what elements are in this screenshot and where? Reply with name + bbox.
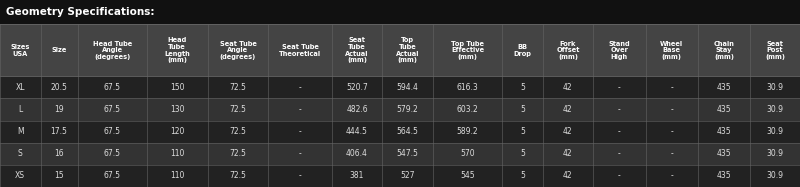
Bar: [0, 143, 800, 165]
Text: Size: Size: [51, 47, 66, 53]
Bar: [0, 24, 800, 76]
Text: 72.5: 72.5: [230, 127, 246, 136]
Text: 435: 435: [717, 171, 731, 180]
Text: -: -: [618, 149, 621, 158]
Text: 30.9: 30.9: [766, 105, 784, 114]
Text: 130: 130: [170, 105, 185, 114]
Text: 110: 110: [170, 149, 185, 158]
Text: BB
Drop: BB Drop: [514, 44, 531, 57]
Text: 579.2: 579.2: [397, 105, 418, 114]
Text: 72.5: 72.5: [230, 105, 246, 114]
Text: 72.5: 72.5: [230, 149, 246, 158]
Text: 72.5: 72.5: [230, 171, 246, 180]
Text: 589.2: 589.2: [457, 127, 478, 136]
Text: -: -: [298, 127, 302, 136]
Text: Seat
Post
(mm): Seat Post (mm): [765, 41, 785, 60]
Text: 603.2: 603.2: [457, 105, 478, 114]
Text: 30.9: 30.9: [766, 171, 784, 180]
Text: -: -: [618, 83, 621, 92]
Text: M: M: [17, 127, 23, 136]
Text: 520.7: 520.7: [346, 83, 368, 92]
Text: Chain
Stay
(mm): Chain Stay (mm): [714, 41, 734, 60]
Text: 5: 5: [520, 127, 525, 136]
Text: 482.6: 482.6: [346, 105, 368, 114]
Text: 5: 5: [520, 149, 525, 158]
Text: Head Tube
Angle
(degrees): Head Tube Angle (degrees): [93, 41, 132, 60]
Text: 594.4: 594.4: [397, 83, 418, 92]
Text: 5: 5: [520, 83, 525, 92]
Text: -: -: [670, 171, 673, 180]
Text: 5: 5: [520, 105, 525, 114]
Text: XS: XS: [15, 171, 26, 180]
Text: 150: 150: [170, 83, 185, 92]
Text: 435: 435: [717, 149, 731, 158]
Text: 15: 15: [54, 171, 64, 180]
Text: 616.3: 616.3: [457, 83, 478, 92]
Text: -: -: [670, 105, 673, 114]
Text: -: -: [618, 105, 621, 114]
Text: 67.5: 67.5: [104, 149, 121, 158]
Text: 67.5: 67.5: [104, 83, 121, 92]
Text: S: S: [18, 149, 22, 158]
Text: Sizes
USA: Sizes USA: [10, 44, 30, 57]
Text: 570: 570: [460, 149, 475, 158]
Text: 444.5: 444.5: [346, 127, 368, 136]
Text: L: L: [18, 105, 22, 114]
Text: 19: 19: [54, 105, 64, 114]
Bar: [0, 0, 800, 24]
Text: 547.5: 547.5: [397, 149, 418, 158]
Text: 435: 435: [717, 127, 731, 136]
Bar: [0, 165, 800, 187]
Text: 435: 435: [717, 105, 731, 114]
Text: 120: 120: [170, 127, 185, 136]
Text: Head
Tube
Length
(mm): Head Tube Length (mm): [164, 37, 190, 63]
Text: 110: 110: [170, 171, 185, 180]
Text: -: -: [670, 83, 673, 92]
Text: 67.5: 67.5: [104, 171, 121, 180]
Text: 381: 381: [350, 171, 364, 180]
Text: 67.5: 67.5: [104, 127, 121, 136]
Text: Top
Tube
Actual
(mm): Top Tube Actual (mm): [396, 37, 419, 63]
Text: 20.5: 20.5: [50, 83, 67, 92]
Bar: [0, 99, 800, 121]
Text: 564.5: 564.5: [397, 127, 418, 136]
Bar: [0, 76, 800, 99]
Text: Seat
Tube
Actual
(mm): Seat Tube Actual (mm): [346, 37, 369, 63]
Text: Geometry Specifications:: Geometry Specifications:: [6, 7, 155, 17]
Text: 42: 42: [563, 83, 573, 92]
Text: -: -: [618, 127, 621, 136]
Text: -: -: [298, 149, 302, 158]
Text: -: -: [670, 149, 673, 158]
Text: -: -: [298, 83, 302, 92]
Text: Seat Tube
Angle
(degrees): Seat Tube Angle (degrees): [219, 41, 257, 60]
Text: Stand
Over
High: Stand Over High: [609, 41, 630, 60]
Text: Wheel
Base
(mm): Wheel Base (mm): [660, 41, 683, 60]
Text: 42: 42: [563, 171, 573, 180]
Text: 30.9: 30.9: [766, 127, 784, 136]
Text: -: -: [298, 105, 302, 114]
Text: 17.5: 17.5: [50, 127, 67, 136]
Text: XL: XL: [15, 83, 25, 92]
Text: 5: 5: [520, 171, 525, 180]
Text: Seat Tube
Theoretical: Seat Tube Theoretical: [279, 44, 321, 57]
Text: 545: 545: [460, 171, 475, 180]
Text: 527: 527: [400, 171, 415, 180]
Text: 16: 16: [54, 149, 64, 158]
Text: -: -: [298, 171, 302, 180]
Text: 72.5: 72.5: [230, 83, 246, 92]
Text: 42: 42: [563, 127, 573, 136]
Text: 30.9: 30.9: [766, 149, 784, 158]
Text: Top Tube
Effective
(mm): Top Tube Effective (mm): [451, 41, 484, 60]
Text: Fork
Offset
(mm): Fork Offset (mm): [556, 41, 580, 60]
Text: 30.9: 30.9: [766, 83, 784, 92]
Text: 67.5: 67.5: [104, 105, 121, 114]
Text: 406.4: 406.4: [346, 149, 368, 158]
Text: -: -: [670, 127, 673, 136]
Text: 435: 435: [717, 83, 731, 92]
Text: 42: 42: [563, 149, 573, 158]
Text: -: -: [618, 171, 621, 180]
Bar: [0, 121, 800, 143]
Text: 42: 42: [563, 105, 573, 114]
